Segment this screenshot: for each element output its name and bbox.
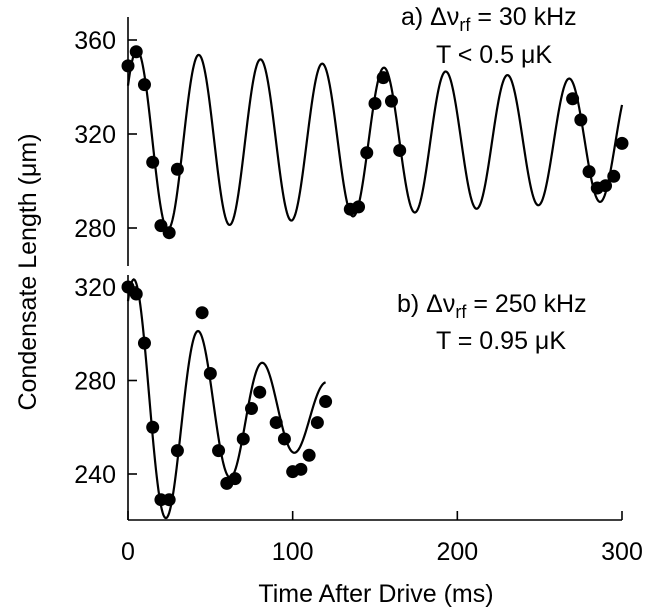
data-point <box>319 395 333 409</box>
data-point <box>277 432 291 446</box>
data-point <box>170 444 184 458</box>
data-point <box>302 448 316 462</box>
x-axis-title: Time After Drive (ms) <box>258 580 493 608</box>
x-ticks: 0 100 200 300 <box>121 511 643 566</box>
data-point <box>146 420 160 434</box>
x-tick-label: 200 <box>436 538 478 566</box>
data-point <box>137 78 151 92</box>
panel-a-annotation-line2: T < 0.5 μK <box>436 41 552 69</box>
data-point <box>607 169 621 183</box>
data-point <box>566 92 580 106</box>
panel-b-annotation-line2: T = 0.95 μK <box>436 327 566 355</box>
data-point <box>236 432 250 446</box>
data-point <box>253 385 267 399</box>
data-point <box>137 336 151 350</box>
x-tick-label: 0 <box>121 538 135 566</box>
data-point <box>269 416 283 430</box>
data-point <box>574 113 588 127</box>
x-tick-label: 300 <box>601 538 643 566</box>
data-point <box>294 462 308 476</box>
data-point <box>129 287 143 301</box>
data-point <box>384 94 398 108</box>
data-point <box>146 155 160 169</box>
y-tick-label: 320 <box>74 121 116 149</box>
panel-b-annotation-line1: b) Δνrf = 250 kHz <box>397 290 587 322</box>
data-point <box>310 416 324 430</box>
panel-b-y-ticks: 240 280 320 <box>74 274 137 489</box>
y-axis-title: Condensate Length (μm) <box>14 133 42 410</box>
panel-a: 280 320 360 a) Δνrf = 30 kHz T < 0.5 μK <box>74 3 629 266</box>
data-point <box>129 45 143 59</box>
data-point <box>203 366 217 380</box>
y-tick-label: 280 <box>74 215 116 243</box>
y-tick-label: 320 <box>74 274 116 302</box>
data-point <box>599 179 613 193</box>
data-point <box>228 472 242 486</box>
data-point <box>162 226 176 240</box>
panel-a-fit-curve <box>126 48 624 231</box>
panel-a-y-ticks: 280 320 360 <box>74 27 137 243</box>
panel-b: 240 280 320 0 100 200 300 b) Δνrf = 250 kHz T… <box>74 274 643 566</box>
x-tick-label: 100 <box>272 538 314 566</box>
y-tick-label: 360 <box>74 27 116 55</box>
data-point <box>368 96 382 110</box>
data-point <box>245 402 258 416</box>
y-tick-label: 240 <box>74 461 116 489</box>
data-point <box>393 143 407 157</box>
data-point <box>170 162 184 176</box>
data-point <box>162 493 176 507</box>
data-point <box>352 200 366 214</box>
data-point <box>360 146 374 160</box>
panel-b-data-points <box>121 280 333 507</box>
panel-a-annotation-line1: a) Δνrf = 30 kHz <box>401 3 577 35</box>
panel-a-data-points <box>121 45 629 240</box>
y-tick-label: 280 <box>74 368 116 396</box>
data-point <box>121 59 135 73</box>
data-point <box>212 444 226 458</box>
data-point <box>376 71 390 85</box>
data-point <box>615 136 629 150</box>
data-point <box>195 306 209 320</box>
data-point <box>582 165 596 179</box>
